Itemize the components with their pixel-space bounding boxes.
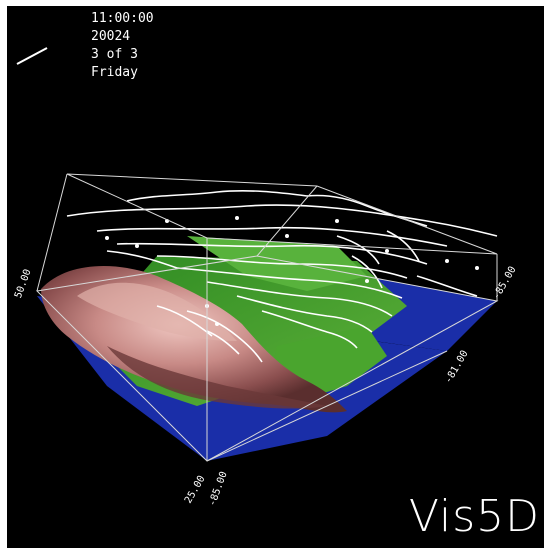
timestep-label: 3 of 3: [91, 47, 138, 62]
terrain-shadow: [107, 346, 327, 409]
date-label: 20024: [91, 29, 131, 44]
contour-dots: [105, 216, 479, 326]
terrain-ridge: [77, 282, 237, 341]
render-viewport[interactable]: 11:00:00 20024 3 of 3 Friday 50.00 -85.0…: [7, 6, 544, 548]
weekday-label: Friday: [91, 65, 138, 80]
contour-lines: [66, 189, 498, 363]
bounding-box: [35, 173, 499, 462]
time-label: 11:00:00: [91, 11, 154, 26]
3d-scene[interactable]: [7, 6, 544, 548]
top-caption-strip: [0, 0, 544, 6]
vis5d-logo: Vis5D: [408, 491, 540, 542]
orientation-marker: [16, 47, 48, 65]
